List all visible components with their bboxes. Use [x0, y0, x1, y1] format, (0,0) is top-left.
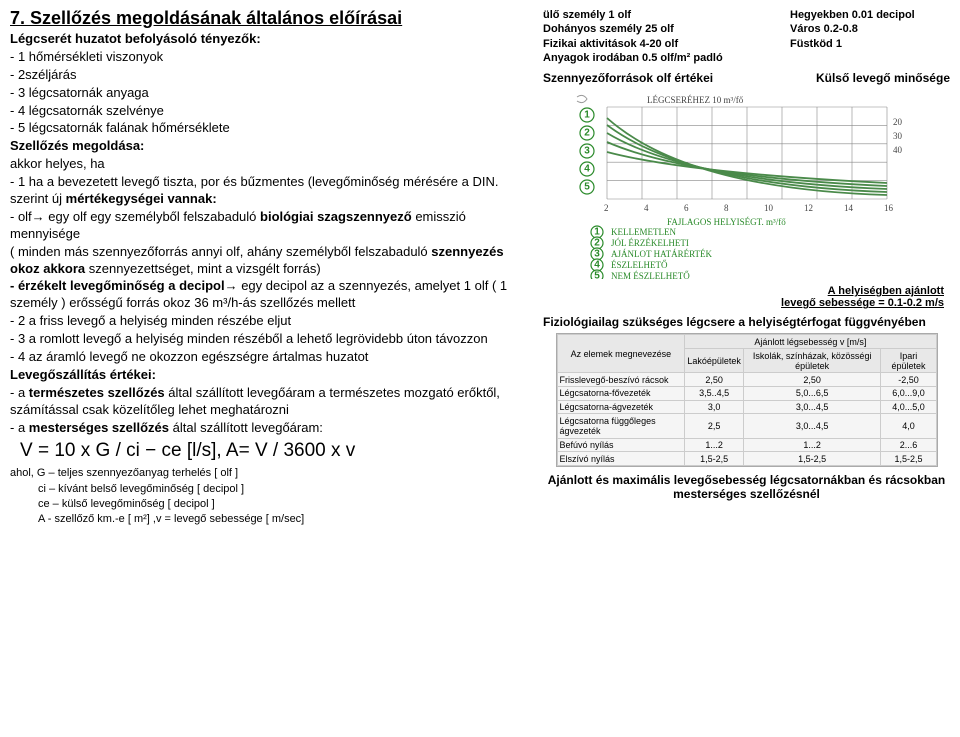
point-4: - 4 az áramló levegő ne okozzon egészség… [10, 349, 531, 366]
olf-values-block: ülő személy 1 olf Dohányos személy 25 ol… [543, 8, 753, 65]
svg-text:30: 30 [893, 131, 903, 141]
rec-a: A helyiségben ajánlott [828, 285, 944, 297]
artificial-vent: - a mesterséges szellőzés által szállíto… [10, 420, 531, 437]
rec-b: levegő sebessége = 0.1-0.2 m/s [781, 297, 944, 309]
svg-text:2: 2 [604, 203, 609, 213]
svg-text:4: 4 [594, 260, 600, 271]
air-values-heading: Levegőszállítás értékei: [10, 367, 531, 384]
recommended-speed: A helyiségben ajánlott levegő sebessége … [543, 285, 944, 309]
nat-b: természetes szellőzés [29, 385, 165, 400]
svg-text:JÓL ÉRZÉKELHETI: JÓL ÉRZÉKELHETI [611, 238, 689, 248]
olf-line: - olf→ egy olf egy személyből felszabadu… [10, 209, 531, 243]
olf-a: - olf→ egy olf egy személyből felszabadu… [10, 209, 260, 224]
right-column: ülő személy 1 olf Dohányos személy 25 ol… [537, 0, 960, 536]
natural-vent: - a természetes szellőzés által szállíto… [10, 385, 531, 419]
olf-val-2: Dohányos személy 25 olf [543, 22, 753, 36]
svg-text:5: 5 [584, 182, 590, 193]
solution-1b: mértékegységei vannak: [66, 191, 217, 206]
svg-text:AJÁNLOT HATÁRÉRTÉK: AJÁNLOT HATÁRÉRTÉK [611, 249, 713, 259]
svg-text:3: 3 [584, 146, 590, 157]
speed-table: Az elemek megnevezéseAjánlott légsebessé… [556, 333, 938, 467]
sources-label: Szennyezőforrások olf értékei [543, 71, 713, 85]
svg-text:3: 3 [594, 249, 600, 260]
dp-a: - érzékelt levegőminőség a decipol→ [10, 278, 238, 293]
point-3: - 3 a romlott levegő a helyiség minden r… [10, 331, 531, 348]
svg-text:12: 12 [804, 203, 813, 213]
where-A: A - szellőző km.-e [ m²] ,v = levegő seb… [38, 512, 531, 526]
factor-4: - 4 légcsatornák szelvénye [10, 103, 531, 120]
nat-a: - a [10, 385, 29, 400]
svg-text:14: 14 [844, 203, 854, 213]
dp-val-1: Hegyekben 0.01 decipol [790, 8, 950, 22]
olf2-a: ( minden más szennyezőforrás annyi olf, … [10, 244, 431, 259]
where-ci: ci – kívánt belső levegőminőség [ decipo… [38, 482, 531, 496]
where-ce: ce – külső levegőminőség [ decipol ] [38, 497, 531, 511]
olf-b: biológiai szagszennyező [260, 209, 412, 224]
svg-text:16: 16 [884, 203, 894, 213]
point-2: - 2 a friss levegő a helyiség minden rés… [10, 313, 531, 330]
formula: V = 10 x G / ci − ce [l/s], A= V / 3600 … [20, 440, 531, 462]
olf-val-4: Anyagok irodában 0.5 olf/m² padló [543, 51, 753, 65]
dp-val-2: Város 0.2-0.8 [790, 22, 950, 36]
where-G: ahol, G – teljes szennyezőanyag terhelés… [10, 466, 531, 480]
svg-text:KELLEMETLEN: KELLEMETLEN [611, 227, 676, 237]
svg-text:2: 2 [584, 128, 590, 139]
main-title: 7. Szellőzés megoldásának általános előí… [10, 8, 531, 29]
factor-3: - 3 légcsatornák anyaga [10, 85, 531, 102]
solution-1: - 1 ha a bevezetett levegő tiszta, por é… [10, 174, 531, 208]
svg-text:1: 1 [594, 227, 600, 238]
svg-text:4: 4 [644, 203, 649, 213]
art-c: által szállított levegőáram: [169, 420, 323, 435]
physio-caption: Fiziológiailag szükséges légcsere a hely… [543, 315, 950, 329]
svg-text:2: 2 [594, 238, 600, 249]
svg-text:FAJLAGOS HELYISÉGT. m³/fő: FAJLAGOS HELYISÉGT. m³/fő [667, 217, 786, 227]
left-column: 7. Szellőzés megoldásának általános előí… [0, 0, 537, 536]
svg-text:10: 10 [764, 203, 774, 213]
outdoor-quality-label: Külső levegő minősége [816, 71, 950, 85]
bottom-caption: Ajánlott és maximális levegősebesség lég… [543, 473, 950, 501]
svg-text:40: 40 [893, 145, 903, 155]
olf-val-3: Fizikai aktivitások 4-20 olf [543, 37, 753, 51]
factor-1: - 1 hőmérsékleti viszonyok [10, 49, 531, 66]
decipol-values-block: Hegyekben 0.01 decipol Város 0.2-0.8 Füs… [790, 8, 950, 65]
art-b: mesterséges szellőzés [29, 420, 169, 435]
olf-note: ( minden más szennyezőforrás annyi olf, … [10, 244, 531, 278]
chart-svg: 12345203040LÉGCSERÉHEZ 10 m³/fő246810121… [557, 89, 937, 279]
olf-val-1: ülő személy 1 olf [543, 8, 753, 22]
svg-text:ÉSZLELHETŐ: ÉSZLELHETŐ [611, 260, 668, 270]
olf2-c: szennyezettséget, mint a vizsgélt forrás… [85, 261, 321, 276]
factor-2: - 2széljárás [10, 67, 531, 84]
art-a: - a [10, 420, 29, 435]
source-labels-row: Szennyezőforrások olf értékei Külső leve… [543, 71, 950, 85]
top-values-row: ülő személy 1 olf Dohányos személy 25 ol… [543, 8, 950, 65]
dp-val-3: Füstköd 1 [790, 37, 950, 51]
svg-text:8: 8 [724, 203, 729, 213]
factors-heading: Légcserét huzatot befolyásoló tényezők: [10, 31, 531, 48]
svg-text:NEM ÉSZLELHETŐ: NEM ÉSZLELHETŐ [611, 271, 690, 279]
svg-text:1: 1 [584, 110, 590, 121]
factor-5: - 5 légcsatornák falának hőmérséklete [10, 120, 531, 137]
svg-text:4: 4 [584, 164, 590, 175]
svg-text:6: 6 [684, 203, 689, 213]
svg-text:LÉGCSERÉHEZ 10 m³/fő: LÉGCSERÉHEZ 10 m³/fő [647, 95, 744, 105]
speed-table-el: Az elemek megnevezéseAjánlott légsebessé… [557, 334, 937, 466]
solution-intro: akkor helyes, ha [10, 156, 531, 173]
page: 7. Szellőzés megoldásának általános előí… [0, 0, 960, 536]
ventilation-chart: 12345203040LÉGCSERÉHEZ 10 m³/fő246810121… [557, 89, 937, 279]
svg-text:20: 20 [893, 117, 903, 127]
svg-text:5: 5 [594, 271, 600, 280]
decipol-line: - érzékelt levegőminőség a decipol→ egy … [10, 278, 531, 312]
solution-heading: Szellőzés megoldása: [10, 138, 531, 155]
